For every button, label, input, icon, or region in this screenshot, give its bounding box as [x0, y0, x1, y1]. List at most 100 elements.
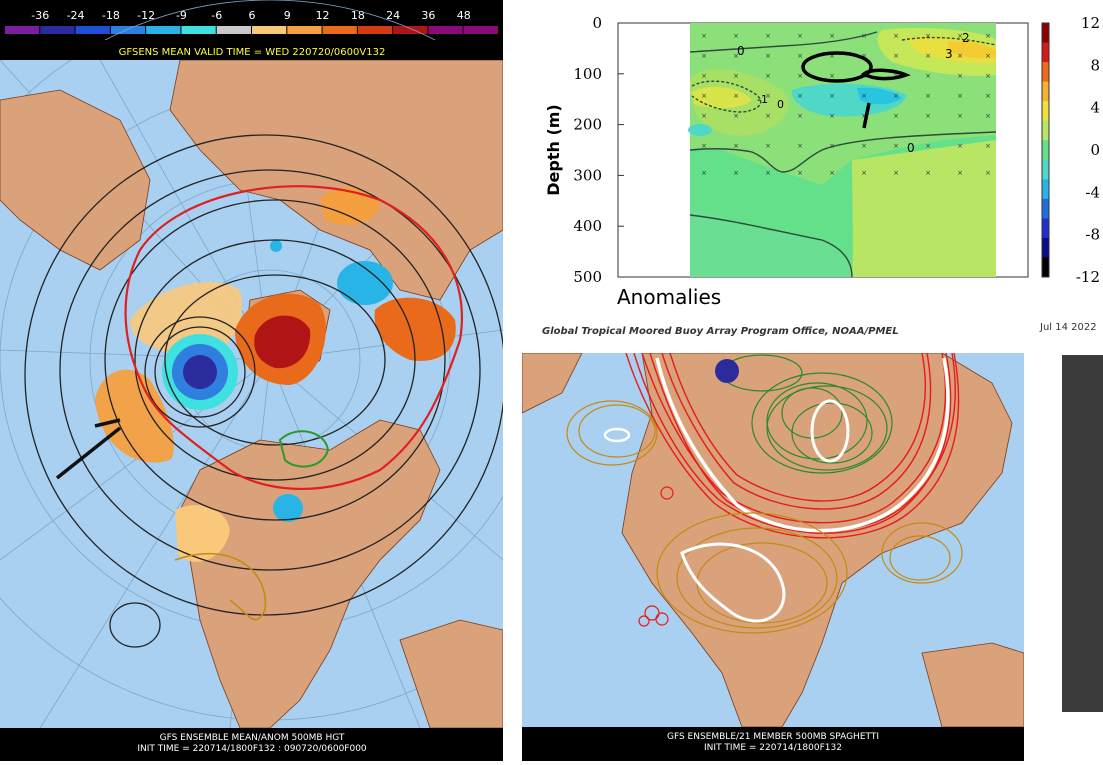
gold-mean-white [680, 542, 786, 623]
colorbar-tick-label: -8 [1085, 226, 1100, 244]
map-title-footer: GFS ENSEMBLE MEAN/ANOM 500MB HGT [160, 733, 345, 743]
reference-red-contour [124, 185, 463, 491]
sample-marker: × [925, 142, 931, 150]
spaghetti-map: GFS ENSEMBLE/21 MEMBER 500MB SPAGHETTI I… [521, 352, 1025, 761]
legend-swatch [463, 26, 498, 34]
dark-side-strip [1062, 355, 1103, 712]
spaghetti-map-panel: GFS ENSEMBLE/21 MEMBER 500MB SPAGHETTI I… [521, 352, 1025, 761]
legend-swatch [181, 26, 216, 34]
sample-marker: × [829, 142, 835, 150]
colorbar-segment [1042, 81, 1049, 102]
sample-marker: × [701, 142, 707, 150]
sample-marker: × [957, 72, 963, 80]
sample-marker: × [985, 72, 991, 80]
sample-marker: × [985, 52, 991, 60]
buoy-depth-anomaly-panel: 0 2 3 0 -1 0 × × × × × × × × × × × × × × × × × × × × × × × × × × ×… [522, 0, 1103, 353]
sample-marker: × [733, 92, 739, 100]
small-red-contours [638, 486, 674, 627]
sample-marker: × [893, 92, 899, 100]
sample-marker: × [701, 112, 707, 120]
legend-swatch [393, 26, 428, 34]
sample-marker: × [797, 72, 803, 80]
spaghetti-init-time-footer: INIT TIME = 220714/1800F132 [704, 743, 842, 753]
sample-marker: × [985, 142, 991, 150]
legend-label: -9 [176, 9, 187, 22]
colorbar-tick-label: 0 [1090, 141, 1100, 159]
depth-tick-label: 400 [573, 217, 602, 235]
sample-marker: × [733, 72, 739, 80]
gold-contour [174, 552, 267, 621]
anomaly-color-legend: -36 -24 -18 -12 -9 -6 6 9 12 18 24 36 48 [0, 0, 503, 40]
hand-drawn-annotation [801, 51, 911, 129]
contour-label: -1 [757, 93, 768, 106]
legend-swatch [287, 26, 322, 34]
land-masses [0, 59, 504, 729]
colorbar-ticks: 12 8 4 0 -4 -8 -12 [1076, 14, 1100, 286]
sample-marker: × [957, 142, 963, 150]
colorbar-segment [1042, 237, 1049, 258]
depth-tick-label: 300 [573, 166, 602, 184]
legend-label: -12 [137, 9, 155, 22]
colorbar-tick-label: 12 [1081, 14, 1100, 32]
sample-marker: × [733, 52, 739, 60]
colorbar-segment [1042, 23, 1049, 44]
sample-marker: × [893, 169, 899, 177]
blue-low-center [715, 359, 739, 383]
ensemble-mean-anomaly-map-panel: -36 -24 -18 -12 -9 -6 6 9 12 18 24 36 48 [0, 0, 631, 761]
buoy-date: Jul 14 2022 [1039, 322, 1097, 333]
colorbar-tick-label: -12 [1076, 268, 1100, 286]
contour-label: 0 [907, 141, 915, 155]
depth-anomaly-plot: 0 2 3 0 -1 0 ×××××××××××××××××××××××××××… [542, 14, 1100, 337]
contour-label: 0 [737, 44, 745, 58]
sample-marker: × [829, 32, 835, 40]
sample-marker: × [985, 32, 991, 40]
sample-marker: × [957, 112, 963, 120]
legend-label: 6 [249, 9, 256, 22]
sample-marker: × [797, 142, 803, 150]
depth-axis-ticks: 0 100 200 300 400 500 [573, 14, 624, 286]
sample-marker: × [765, 142, 771, 150]
legend-swatch [5, 26, 40, 34]
colorbar-tick-label: 8 [1090, 56, 1100, 74]
anomaly-contours [689, 31, 997, 278]
sample-marker: × [829, 112, 835, 120]
colorbar-tick-label: 4 [1090, 99, 1100, 117]
gold-spaghetti-contours [566, 400, 963, 634]
colorbar-segment [1042, 101, 1049, 122]
legend-label: -36 [31, 9, 49, 22]
sample-marker: × [925, 52, 931, 60]
sample-marker: × [829, 92, 835, 100]
legend-swatch [322, 26, 357, 34]
colorbar-segment [1042, 257, 1049, 278]
legend-swatch [252, 26, 287, 34]
legend-label: 9 [284, 9, 291, 22]
depth-tick-label: 0 [592, 14, 602, 32]
buoy-credit: Global Tropical Moored Buoy Array Progra… [542, 326, 899, 337]
sample-marker: × [765, 112, 771, 120]
legend-swatch [40, 26, 75, 34]
colorbar-tick-label: -4 [1085, 183, 1100, 201]
legend-label: 48 [457, 9, 471, 22]
contour-label: 3 [945, 47, 953, 61]
green-mean-white [810, 399, 850, 463]
sample-marker: × [861, 52, 867, 60]
sample-marker: × [925, 32, 931, 40]
depth-tick-label: 200 [573, 116, 602, 134]
sample-marker: × [893, 112, 899, 120]
sample-marker: × [765, 169, 771, 177]
sample-marker: × [797, 169, 803, 177]
sample-marker: × [861, 32, 867, 40]
sample-marker: × [861, 92, 867, 100]
sample-marker: × [701, 32, 707, 40]
sample-marker: × [861, 169, 867, 177]
legend-label: -6 [211, 9, 222, 22]
legend-label: 12 [316, 9, 330, 22]
sample-marker: × [733, 32, 739, 40]
sample-marker: × [797, 92, 803, 100]
legend-swatch [75, 26, 110, 34]
map-init-time-footer: INIT TIME = 220714/1800F132 : 090720/060… [137, 744, 367, 754]
legend-swatch [216, 26, 251, 34]
sample-marker: × [861, 142, 867, 150]
land-masses [521, 352, 1025, 728]
sample-marker: × [701, 92, 707, 100]
